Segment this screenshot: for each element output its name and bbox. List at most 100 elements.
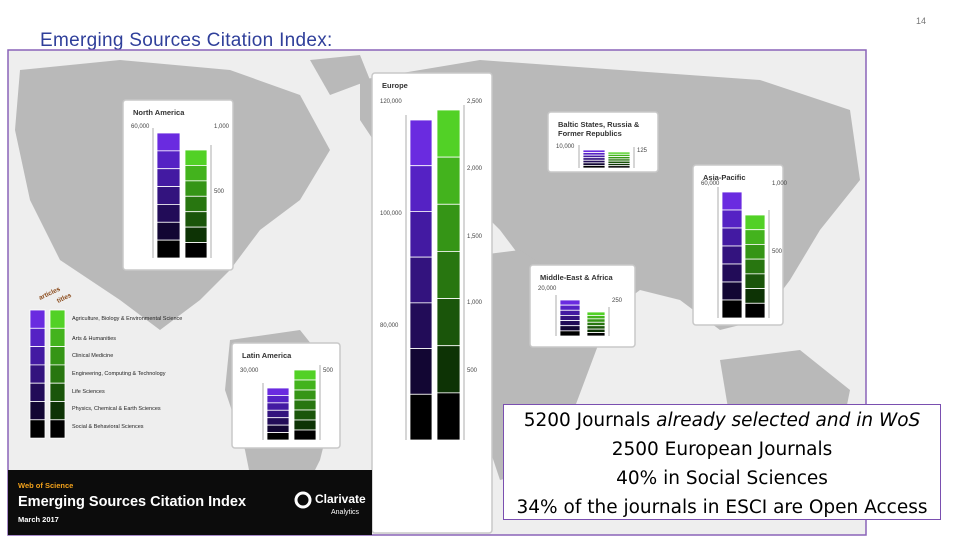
- banner-bg: [8, 470, 372, 535]
- bar-segment: [156, 168, 181, 187]
- panel-title: Baltic States, Russia &: [558, 120, 640, 129]
- bar-segment: [586, 311, 606, 316]
- axis-label: 80,000: [380, 323, 399, 329]
- bar-segment: [721, 299, 743, 319]
- axis-label: 1,500: [467, 234, 483, 240]
- panel-title: Middle-East & Africa: [540, 273, 613, 282]
- axis-label: 500: [772, 249, 783, 255]
- legend-swatch: [29, 327, 46, 347]
- bar-segment: [744, 288, 766, 304]
- callout-line: 40% in Social Sciences: [616, 468, 828, 489]
- bar-segment: [559, 325, 581, 332]
- bar-segment: [607, 165, 631, 169]
- axis-label: 500: [467, 368, 478, 374]
- page-number: 14: [916, 16, 927, 26]
- bar-segment: [436, 251, 461, 299]
- legend-label: Arts & Humanities: [72, 336, 116, 342]
- bar-segment: [184, 195, 208, 213]
- bar-segment: [156, 132, 181, 152]
- bar-segment: [744, 244, 766, 260]
- region-panel: [547, 111, 659, 173]
- bar-segment: [436, 109, 461, 158]
- bar-segment: [744, 258, 766, 275]
- axis-label: 1,000: [467, 300, 483, 306]
- bar-segment: [586, 318, 606, 323]
- panel-title: Former Republics: [558, 129, 622, 138]
- bar-segment: [293, 409, 317, 421]
- axis-label: 100,000: [380, 211, 402, 217]
- bar-segment: [436, 392, 461, 441]
- bar-segment: [409, 211, 433, 258]
- bar-segment: [721, 191, 743, 211]
- axis-label: 250: [612, 298, 623, 304]
- legend-label: Social & Behavioral Sciences: [72, 424, 144, 430]
- bar-segment: [266, 432, 290, 441]
- legend-label: Life Sciences: [72, 389, 105, 395]
- legend-swatch: [49, 346, 66, 366]
- bar-segment: [156, 186, 181, 205]
- bar-segment: [156, 239, 181, 259]
- legend-swatch: [29, 401, 46, 421]
- bar-segment: [559, 299, 581, 306]
- bar-segment: [586, 321, 606, 327]
- bar-segment: [184, 180, 208, 197]
- legend-swatch: [29, 309, 46, 329]
- bar-segment: [409, 256, 433, 304]
- panel-title: North America: [133, 108, 185, 117]
- axis-label: 10,000: [556, 144, 575, 150]
- bar-segment: [184, 242, 208, 259]
- bar-segment: [156, 204, 181, 223]
- bar-segment: [184, 165, 208, 182]
- bar-segment: [409, 302, 433, 349]
- axis-label: 125: [637, 148, 648, 154]
- bar-segment: [266, 424, 290, 433]
- logo-name: Clarivate: [315, 492, 366, 506]
- axis-label: 120,000: [380, 99, 402, 105]
- bar-segment: [744, 229, 766, 245]
- bar-segment: [184, 149, 208, 166]
- legend-swatch: [49, 401, 66, 421]
- bar-segment: [156, 221, 181, 241]
- axis-label: 20,000: [538, 286, 557, 292]
- bar-segment: [184, 211, 208, 228]
- bar-segment: [436, 203, 461, 252]
- bar-segment: [586, 332, 606, 337]
- bar-segment: [559, 320, 581, 327]
- axis-label: 1,000: [772, 181, 788, 187]
- legend-swatch: [49, 364, 66, 384]
- bar-segment: [266, 395, 290, 404]
- bar-segment: [266, 402, 290, 411]
- bar-segment: [582, 165, 606, 169]
- callout: 5200 Journals already selected and in Wo…: [503, 404, 941, 520]
- axis-label: 500: [214, 189, 225, 195]
- bar-segment: [184, 226, 208, 243]
- callout-line: 34% of the journals in ESCI are Open Acc…: [516, 497, 928, 518]
- axis-label: 500: [323, 368, 334, 374]
- bar-segment: [744, 273, 766, 289]
- axis-label: 1,000: [214, 124, 230, 130]
- bar-segment: [436, 298, 461, 347]
- panel-title: Europe: [382, 81, 408, 90]
- axis-label: 2,500: [467, 99, 483, 105]
- bar-segment: [559, 315, 581, 321]
- legend-label: Engineering, Computing & Technology: [72, 371, 166, 377]
- bar-segment: [559, 330, 581, 337]
- bar-segment: [721, 245, 743, 265]
- legend-swatch: [29, 382, 46, 402]
- panel-title: Latin America: [242, 351, 292, 360]
- bar-segment: [293, 399, 317, 411]
- legend-label: Clinical Medicine: [72, 353, 113, 359]
- bar-segment: [293, 369, 317, 381]
- axis-label: 60,000: [701, 181, 720, 187]
- axis-label: 2,000: [467, 166, 483, 172]
- slide-title: Emerging Sources Citation Index:: [40, 30, 333, 51]
- bar-segment: [409, 393, 433, 441]
- logo-sub: Analytics: [331, 509, 360, 516]
- bar-segment: [721, 209, 743, 229]
- bar-segment: [266, 417, 290, 426]
- bar-segment: [266, 387, 290, 396]
- legend-swatch: [29, 419, 46, 439]
- banner-date: March 2017: [18, 515, 59, 524]
